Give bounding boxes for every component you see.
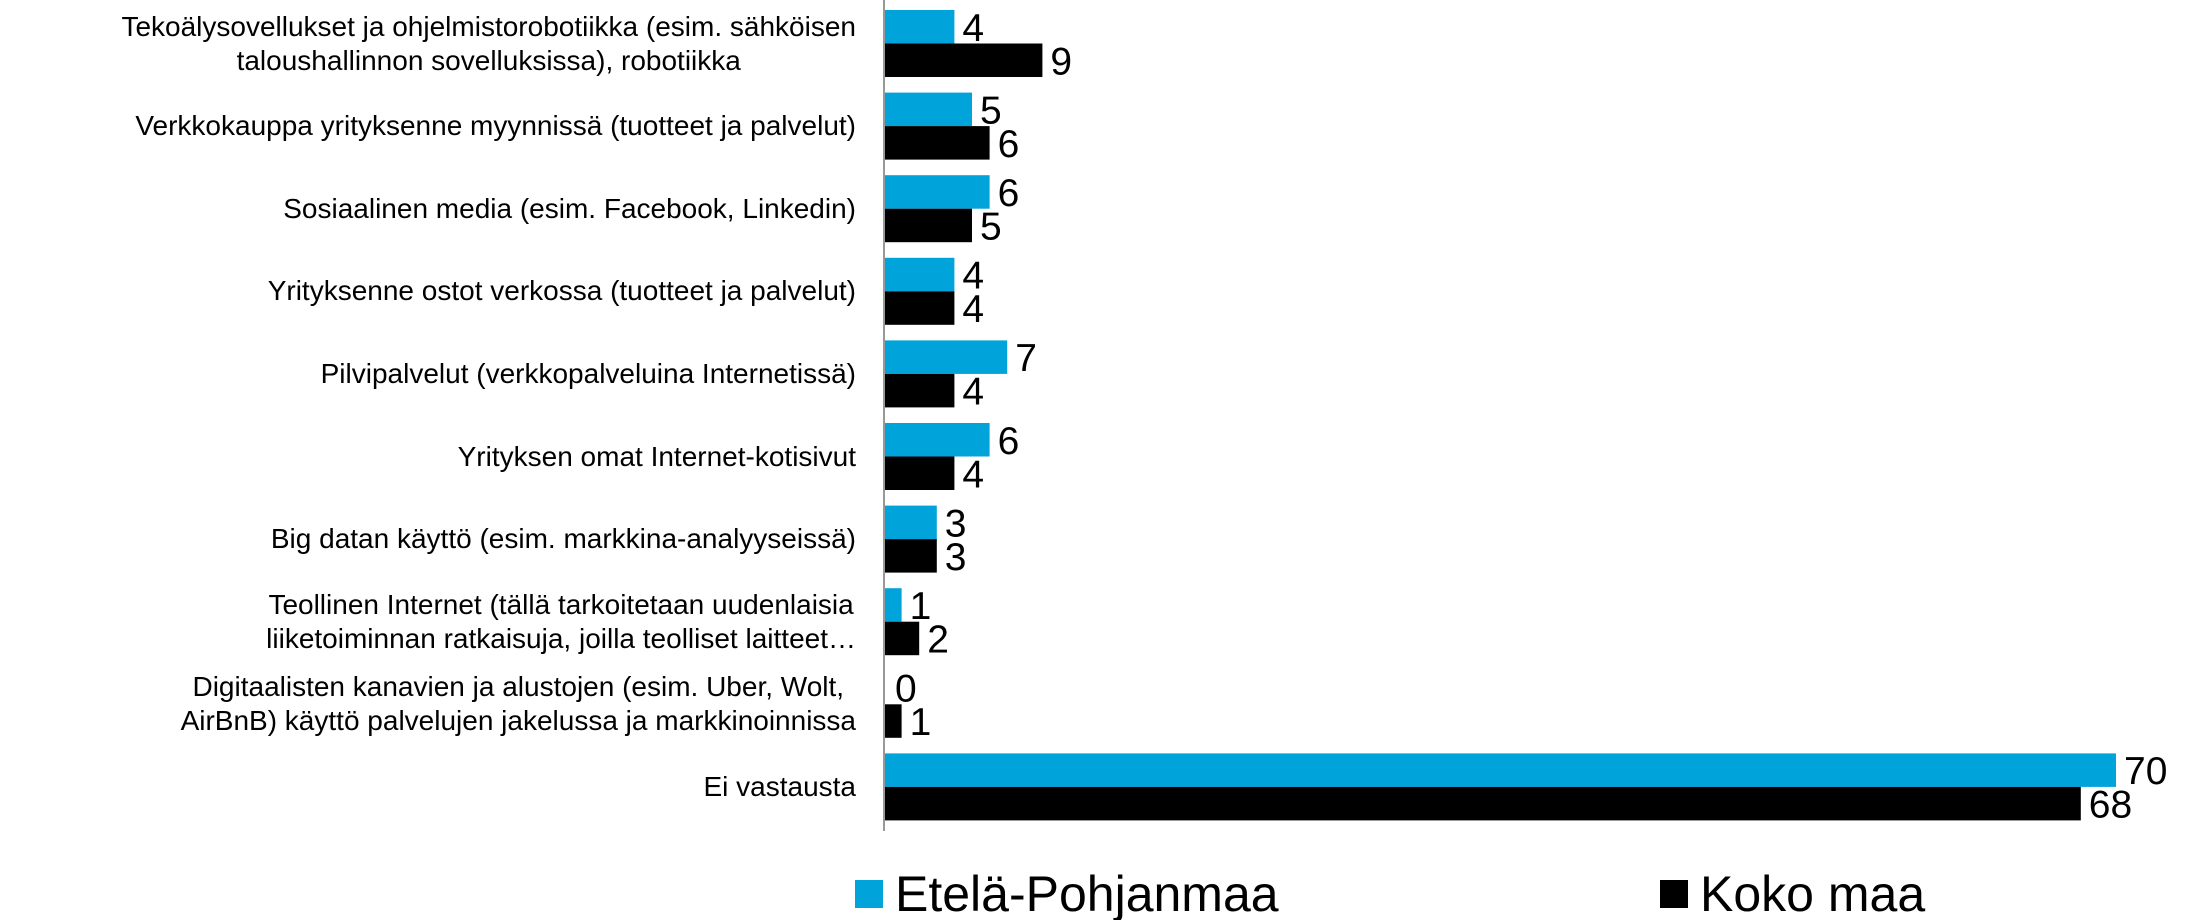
bar [884,208,972,243]
data-label: 70 [2124,750,2167,793]
data-label: 2 [927,618,949,661]
legend-label: Koko maa [1700,866,1925,920]
bar [884,456,955,490]
data-label: 4 [962,453,984,496]
data-label: 4 [962,7,984,50]
category-label: Sosiaalinen media (esim. Facebook, Linke… [283,192,856,224]
bar [884,291,955,325]
data-label: 3 [945,502,967,545]
category-label: Tekoälysovellukset ja ohjelmistorobotiik… [121,10,856,76]
bar [884,373,955,408]
bar [884,175,990,209]
data-label: 6 [998,172,1020,215]
data-label: 7 [1015,337,1037,380]
data-label: 5 [980,205,1002,248]
bar [884,753,2116,787]
bar [884,423,990,457]
data-label: 9 [1050,40,1072,83]
bar [884,539,937,573]
category-label: Yrityksen omat Internet-kotisivut [457,440,856,472]
bar [884,126,990,160]
category-label: Digitaalisten kanavien ja alustojen (esi… [180,671,856,737]
category-label: Ei vastausta [703,770,856,802]
category-label: Big datan käyttö (esim. markkina-analyys… [270,523,856,555]
data-label: 6 [998,420,1020,463]
bar [884,588,902,622]
data-label: 4 [962,371,984,414]
category-label: Verkkokauppa yrityksenne myynnissä (tuot… [135,110,856,142]
legend-swatch [1660,880,1688,908]
data-label: 5 [980,89,1002,132]
category-label: Yrityksenne ostot verkossa (tuotteet ja … [267,275,856,307]
category-label: Pilvipalvelut (verkkopalveluina Internet… [320,357,856,389]
bar [884,92,972,127]
legend-label: Etelä-Pohjanmaa [895,866,1279,920]
bar [884,10,955,44]
bar [884,43,1043,77]
legend-swatch [855,880,883,908]
bar [884,340,1008,374]
data-label: 1 [910,701,932,744]
data-label: 3 [945,536,967,579]
bar [884,257,955,292]
data-label: 4 [962,288,984,331]
bar [884,621,920,656]
data-label: 68 [2089,784,2132,827]
bar [884,704,902,738]
data-label: 6 [998,123,1020,166]
bar [884,505,937,540]
data-label: 4 [962,255,984,298]
bar [884,786,2081,821]
data-label: 0 [895,668,917,711]
category-label: Teollinen Internet (tällä tarkoitetaan u… [266,588,856,654]
data-label: 1 [910,585,932,628]
